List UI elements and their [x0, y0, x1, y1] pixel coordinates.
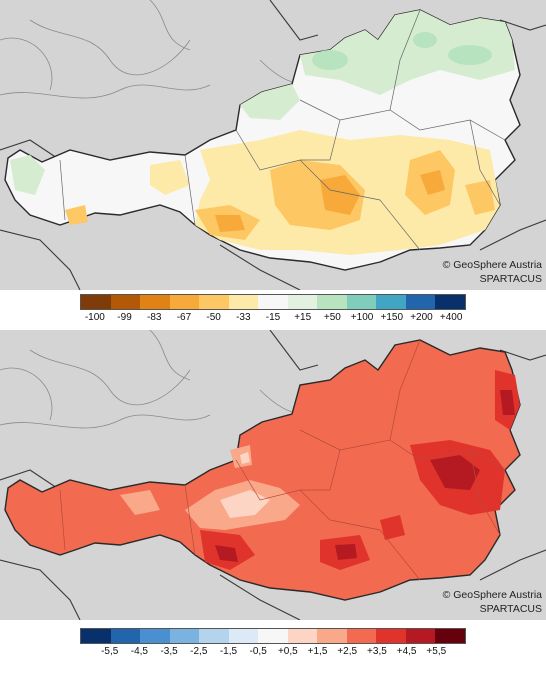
legend-label: -5,5 — [101, 646, 119, 657]
legend-swatch — [228, 629, 259, 643]
legend-swatch — [110, 295, 141, 309]
legend-label: -2,5 — [190, 646, 208, 657]
legend-label: -50 — [206, 312, 221, 323]
legend-swatch — [169, 295, 200, 309]
legend-swatch — [140, 295, 170, 309]
legend-labels: -5,5 -4,5 -3,5 -2,5 -1,5 -0,5 +0,5 +1,5 +2,5 +3,5… — [80, 644, 466, 658]
legend-swatch — [169, 629, 200, 643]
legend-color-bar — [80, 294, 466, 310]
legend-swatch — [140, 629, 170, 643]
legend-swatch — [405, 295, 436, 309]
map-credit-line1: © GeoSphere Austria — [442, 259, 542, 271]
legend-swatch — [376, 629, 406, 643]
legend-label: +5,5 — [426, 646, 447, 657]
map-credit-line1: © GeoSphere Austria — [442, 589, 542, 601]
legend-swatch — [346, 629, 377, 643]
legend-swatch — [81, 629, 111, 643]
temperature-legend: -5,5 -4,5 -3,5 -2,5 -1,5 -0,5 +0,5 +1,5 +2,5 +3,5… — [80, 628, 466, 658]
legend-label: -15 — [265, 312, 281, 323]
legend-swatch — [287, 295, 318, 309]
legend-swatch — [110, 629, 141, 643]
legend-swatch — [405, 629, 436, 643]
legend-swatch — [199, 295, 229, 309]
precipitation-anomaly-map: © GeoSphere Austria SPARTACUS — [0, 0, 546, 290]
legend-label: +50 — [323, 312, 341, 323]
precipitation-legend: -100 -99 -83 -67 -50 -33 -15 +15 +50 +100 +150 +200… — [80, 294, 466, 324]
legend-label: -83 — [146, 312, 162, 323]
legend-label: +3,5 — [367, 646, 387, 657]
map-credit-line2: SPARTACUS — [479, 273, 542, 285]
legend-swatch — [287, 629, 318, 643]
legend-label: +1,5 — [307, 646, 328, 657]
legend-label: +400 — [439, 312, 463, 323]
legend-swatch — [376, 295, 406, 309]
legend-label: -67 — [176, 312, 192, 323]
legend-swatch — [258, 295, 288, 309]
legend-label: +150 — [380, 312, 404, 323]
legend-swatch — [435, 295, 465, 309]
legend-label: -4,5 — [130, 646, 148, 657]
legend-label: -0,5 — [249, 646, 267, 657]
legend-label: -99 — [117, 312, 132, 323]
legend-swatch — [317, 629, 347, 643]
map-credit-line2: SPARTACUS — [479, 603, 542, 615]
legend-swatch — [228, 295, 259, 309]
legend-swatch — [258, 629, 288, 643]
temperature-anomaly-map: © GeoSphere Austria SPARTACUS — [0, 330, 546, 620]
legend-label: +0,5 — [277, 646, 298, 657]
legend-label: -33 — [236, 312, 251, 323]
legend-swatch — [317, 295, 347, 309]
legend-swatch — [81, 295, 111, 309]
legend-swatch — [346, 295, 377, 309]
legend-label: +200 — [410, 312, 433, 323]
legend-swatch — [199, 629, 229, 643]
legend-label: -3,5 — [160, 646, 178, 657]
legend-label: +15 — [294, 312, 312, 323]
legend-label: -1,5 — [219, 646, 238, 657]
legend-label: +4,5 — [396, 646, 417, 657]
legend-label: +2,5 — [337, 646, 358, 657]
legend-label: -100 — [84, 312, 105, 323]
legend-labels: -100 -99 -83 -67 -50 -33 -15 +15 +50 +100 +150 +200… — [80, 310, 466, 324]
legend-swatch — [435, 629, 465, 643]
legend-label: +100 — [350, 312, 374, 323]
legend-color-bar — [80, 628, 466, 644]
